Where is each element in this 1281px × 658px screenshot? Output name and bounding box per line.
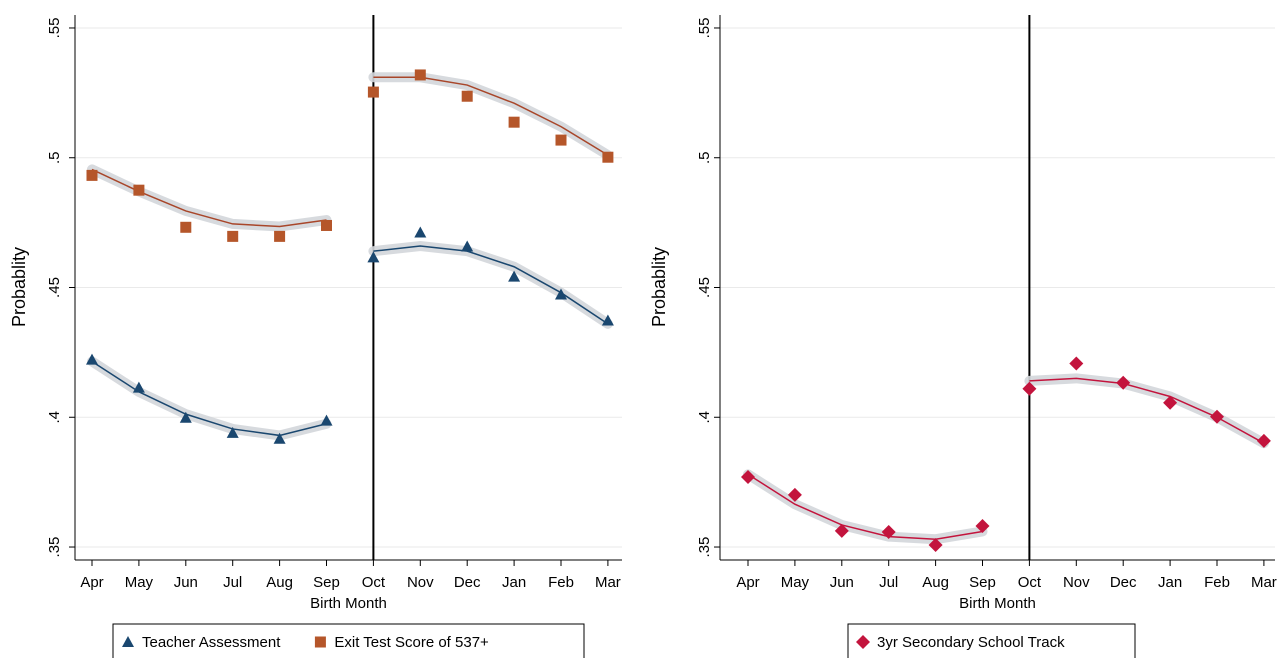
marker-square: [133, 184, 145, 196]
y-tick-label: .45: [46, 277, 63, 298]
marker-square: [602, 151, 614, 163]
y-tick-label: .5: [46, 151, 63, 164]
marker-square: [86, 169, 98, 181]
x-tick-label: Apr: [80, 574, 103, 591]
fit-band: [743, 469, 988, 545]
x-tick-label: Aug: [922, 574, 949, 591]
marker-square: [414, 69, 426, 81]
x-tick-label: Jun: [174, 574, 198, 591]
marker-triangle: [273, 432, 286, 444]
marker-diamond: [881, 524, 896, 539]
marker-triangle: [122, 636, 134, 647]
fit-line: [373, 76, 609, 156]
x-tick-label: Aug: [266, 574, 293, 591]
marker-triangle: [414, 226, 427, 238]
x-tick-label: Oct: [1018, 574, 1042, 591]
marker-square: [321, 219, 332, 231]
y-tick-label: .5: [696, 151, 713, 164]
fit-band: [1024, 373, 1269, 449]
marker-square: [274, 230, 286, 242]
y-axis-title: Probablity: [649, 247, 669, 327]
marker-triangle: [132, 381, 145, 393]
x-tick-label: May: [125, 574, 154, 591]
marker-diamond: [1116, 375, 1131, 390]
x-tick-label: Nov: [407, 574, 434, 591]
legend-label: 3yr Secondary School Track: [877, 634, 1065, 651]
x-tick-label: Oct: [362, 574, 386, 591]
marker-square: [367, 86, 379, 98]
marker-diamond: [928, 537, 943, 552]
y-tick-label: .4: [46, 411, 63, 424]
y-tick-label: .4: [696, 411, 713, 424]
y-tick-label: .45: [696, 277, 713, 298]
fit-line: [747, 473, 983, 540]
x-tick-label: Jul: [879, 574, 898, 591]
marker-diamond: [834, 523, 849, 538]
marker-diamond: [975, 519, 990, 534]
fit-band: [368, 72, 613, 161]
x-tick-label: Mar: [595, 574, 621, 591]
marker-square: [180, 221, 192, 233]
x-tick-label: Sep: [969, 574, 996, 591]
panel: .35 .4 .45 .5 .55 Apr May Jun Jul Aug Sep Oct Nov Dec…: [9, 15, 622, 658]
fit-line: [91, 168, 327, 228]
marker-triangle: [601, 314, 614, 326]
x-tick-label: Jan: [1158, 574, 1182, 591]
legend-box: [847, 623, 1136, 658]
fit-band: [368, 240, 613, 329]
x-tick-label: Jun: [830, 574, 854, 591]
legend-label: Teacher Assessment: [142, 634, 281, 651]
marker-square: [508, 116, 520, 128]
marker-triangle: [86, 353, 98, 365]
marker-diamond: [741, 469, 755, 484]
y-tick-label: .55: [696, 18, 713, 39]
marker-square: [555, 134, 567, 146]
y-axis-title: Probablity: [9, 247, 29, 327]
panel: .35 .4 .45 .5 .55 Apr May Jun Jul Aug Sep Oct Nov Dec…: [649, 15, 1277, 658]
marker-diamond: [1069, 356, 1084, 371]
fit-line: [91, 360, 327, 437]
fit-band: [87, 356, 332, 441]
x-tick-label: Apr: [736, 574, 759, 591]
marker-diamond: [1256, 433, 1271, 448]
x-tick-label: Feb: [1204, 574, 1230, 591]
y-tick-label: .35: [696, 537, 713, 558]
x-axis-title: Birth Month: [959, 595, 1036, 612]
x-tick-label: Feb: [548, 574, 574, 591]
y-tick-label: .35: [46, 537, 63, 558]
marker-triangle: [555, 288, 567, 300]
x-axis-title: Birth Month: [310, 595, 387, 612]
x-tick-label: Dec: [1110, 574, 1137, 591]
y-tick-label: .55: [46, 18, 63, 39]
x-tick-label: Jul: [223, 574, 242, 591]
marker-triangle: [320, 414, 333, 426]
x-tick-label: Jan: [502, 574, 526, 591]
marker-diamond: [1163, 395, 1178, 410]
x-tick-label: Dec: [454, 574, 481, 591]
marker-diamond: [1210, 409, 1224, 424]
x-tick-label: Sep: [313, 574, 340, 591]
marker-diamond: [787, 487, 802, 502]
x-tick-label: Nov: [1063, 574, 1090, 591]
marker-triangle: [367, 251, 380, 263]
marker-diamond: [1022, 381, 1037, 396]
marker-triangle: [179, 411, 192, 423]
x-tick-label: Mar: [1251, 574, 1277, 591]
marker-triangle: [461, 240, 474, 252]
marker-triangle: [508, 270, 521, 282]
marker-triangle: [226, 426, 239, 438]
marker-square: [227, 230, 239, 242]
x-tick-label: May: [781, 574, 810, 591]
marker-square: [461, 90, 473, 102]
marker-diamond: [856, 635, 870, 649]
marker-square: [314, 636, 326, 648]
fit-line: [1029, 377, 1265, 444]
legend-box: [112, 623, 585, 658]
legend-label: Exit Test Score of 537+: [334, 634, 489, 651]
fit-line: [373, 245, 609, 325]
